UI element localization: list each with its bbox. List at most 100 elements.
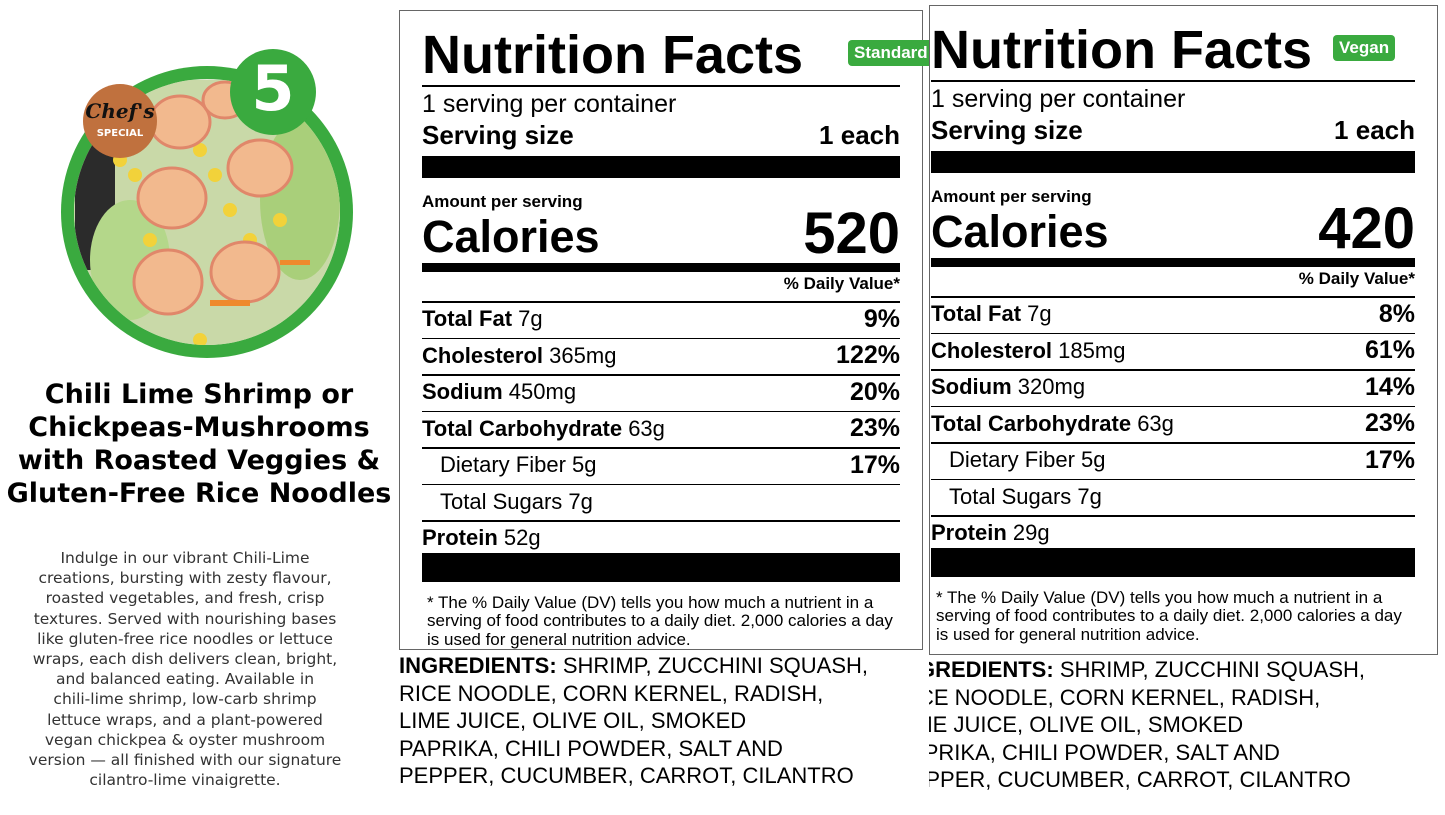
description-line: vegan chickpea & oyster mushroom — [44, 730, 326, 749]
nutrient-amount: 185mg — [1058, 337, 1126, 363]
nutrient-amount: 5g — [572, 452, 597, 477]
description-line: chili-lime shrimp, low-carb shrimp — [53, 690, 317, 709]
ingredients-line: INGREDIENTS: SHRIMP, ZUCCHINI SQUASH, — [399, 652, 1440, 680]
calories-value: 420 — [1318, 196, 1415, 261]
nutrient-row: Total Carbohydrate 63g 23% — [931, 406, 1415, 442]
nutrient: Dietary Fiber 5g — [931, 447, 1106, 473]
ingredients-line: PEPPER, CUCUMBER, CARROT, CILANTRO — [929, 767, 1351, 792]
rule — [422, 483, 900, 485]
nutrient-amount: 29g — [1012, 520, 1050, 545]
rule — [931, 258, 1415, 267]
label-heading: Nutrition Facts — [422, 25, 804, 85]
title-line: Gluten-Free Rice Noodles — [6, 478, 392, 509]
nutrient: Total Sugars 7g — [931, 484, 1102, 510]
label-heading: Nutrition Facts — [931, 20, 1313, 80]
rule — [931, 80, 1415, 82]
rule — [422, 410, 900, 412]
nutrient-row: Protein 29g — [931, 515, 1415, 551]
nutrition-label: Nutrition Facts Vegan 1 serving per contai… — [929, 5, 1438, 655]
title-line: Chili Lime Shrimp or — [44, 379, 354, 410]
chef-badge-line1: Chef's — [85, 99, 154, 123]
ingredients-body: INGREDIENTS: SHRIMP, ZUCCHINI SQUASH,RIC… — [399, 652, 1440, 790]
rule — [931, 442, 1415, 444]
nutrient-dv: 122% — [836, 341, 900, 369]
rule — [422, 263, 900, 272]
nutrient-name: Total Carbohydrate — [931, 410, 1132, 436]
description-line: cilantro-lime vinaigrette. — [89, 771, 281, 790]
nutrient-name: Sodium — [422, 379, 503, 404]
nutrient-name: Total Carbohydrate — [422, 415, 623, 441]
nutrient-name: Total Fat — [422, 306, 513, 331]
footnote: * The % Daily Value (DV) tells you how m… — [427, 592, 893, 649]
description-line: lettuce wraps, and a plant-powered — [47, 710, 323, 729]
nutrient-dv: 61% — [1364, 336, 1415, 364]
ingredients: INGREDIENTS: SHRIMP, ZUCCHINI SQUASH,RIC… — [399, 652, 1440, 790]
description-line: wraps, each dish delivers clean, bright, — [32, 650, 338, 669]
ingredients-line: LIME JUICE, OLIVE OIL, SMOKED — [929, 712, 1244, 737]
nutrient-name: Cholesterol — [931, 337, 1053, 363]
rule — [931, 548, 1415, 577]
nutrient-amount: 7g — [518, 306, 543, 331]
label-tag: Vegan — [1333, 35, 1396, 61]
nutrient-dv: 17% — [1364, 445, 1415, 474]
nutrient-amount: 7g — [1027, 301, 1052, 326]
nutrient-amount: 52g — [503, 525, 541, 550]
rule — [931, 515, 1415, 517]
nutrient: Total Carbohydrate 63g — [422, 416, 665, 442]
badge-number: 5 — [251, 52, 294, 125]
nutrient: Sodium 320mg — [931, 374, 1085, 400]
serving-size-value: 1 each — [819, 119, 900, 150]
description-line: like gluten-free rice noodles or lettuce — [37, 629, 333, 648]
label-tag: Standard — [848, 40, 934, 66]
ingredients-text: SHRIMP, ZUCCHINI SQUASH, — [1059, 657, 1365, 682]
ingredients-line: RICE NOODLE, CORN KERNEL, RADISH, — [929, 684, 1321, 710]
title-line: Chickpeas-Mushrooms — [28, 412, 370, 443]
daily-value-header: % Daily Value* — [783, 274, 900, 293]
serving-size-label: Serving size — [422, 119, 574, 150]
description-line: Indulge in our vibrant Chili-Lime — [60, 549, 310, 567]
nutrient: Protein 52g — [422, 525, 541, 551]
amount-per-serving: Amount per serving — [931, 187, 1092, 206]
nutrient: Protein 29g — [931, 520, 1050, 546]
nutrient-amount: 63g — [628, 415, 665, 441]
label-content: Nutrition Facts Standard 1 serving per con… — [422, 11, 934, 649]
ingredients-line: PAPRIKA, CHILI POWDER, SALT AND — [929, 739, 1280, 765]
ingredients-text: SHRIMP, ZUCCHINI SQUASH, — [562, 653, 868, 678]
nutrient-amount: 450mg — [508, 379, 577, 404]
nutrient-amount: 320mg — [1017, 374, 1086, 399]
calories-label: Calories — [422, 211, 600, 262]
serving-size-label: Serving size — [931, 114, 1083, 145]
dish-description: Indulge in our vibrant Chili-Lime creatio… — [0, 548, 370, 790]
rule — [422, 85, 900, 87]
ingredients-line: INGREDIENTS: SHRIMP, ZUCCHINI SQUASH, — [929, 656, 1440, 684]
nutrient-row: Cholesterol 365mg 122% — [422, 338, 900, 374]
description-line: version — all finished with our signatur… — [28, 751, 342, 770]
ingredients-label: INGREDIENTS: — [929, 657, 1054, 682]
description-line: creations, bursting with zesty flavour, — [38, 569, 332, 588]
nutrient-name: Total Sugars — [440, 488, 563, 514]
dish-image: 5 Chef's SPECIAL — [61, 49, 353, 358]
calories-row: Calories 520 — [422, 205, 900, 263]
calories-row: Calories 420 — [931, 196, 1415, 261]
nutrient-name: Cholesterol — [422, 342, 544, 368]
nutrient: Total Sugars 7g — [422, 489, 593, 515]
rule — [931, 296, 1415, 298]
rule — [931, 478, 1415, 480]
rule — [422, 447, 900, 449]
rule — [422, 156, 900, 178]
ingredients-line: RICE NOODLE, CORN KERNEL, RADISH, — [399, 680, 824, 706]
nutrient: Cholesterol 365mg — [422, 343, 616, 369]
nutrient-row: Dietary Fiber 5g 17% — [422, 447, 900, 483]
nutrient-name: Total Fat — [931, 301, 1022, 326]
rule — [931, 332, 1415, 334]
nutrition-label: Nutrition Facts Standard 1 serving per con… — [399, 10, 934, 650]
nutrient-row: Sodium 320mg 14% — [931, 369, 1415, 405]
ingredients-line: PAPRIKA, CHILI POWDER, SALT AND — [399, 735, 783, 761]
dish-title: Chili Lime Shrimp or Chickpeas-Mushrooms w… — [0, 378, 398, 510]
nutrient-amount: 63g — [1137, 410, 1174, 436]
nutrient: Total Fat 7g — [931, 301, 1052, 327]
nutrient-name: Dietary Fiber — [949, 447, 1075, 472]
footnote: * The % Daily Value (DV) tells you how m… — [936, 587, 1402, 644]
nutrient-dv: 23% — [1364, 409, 1415, 437]
